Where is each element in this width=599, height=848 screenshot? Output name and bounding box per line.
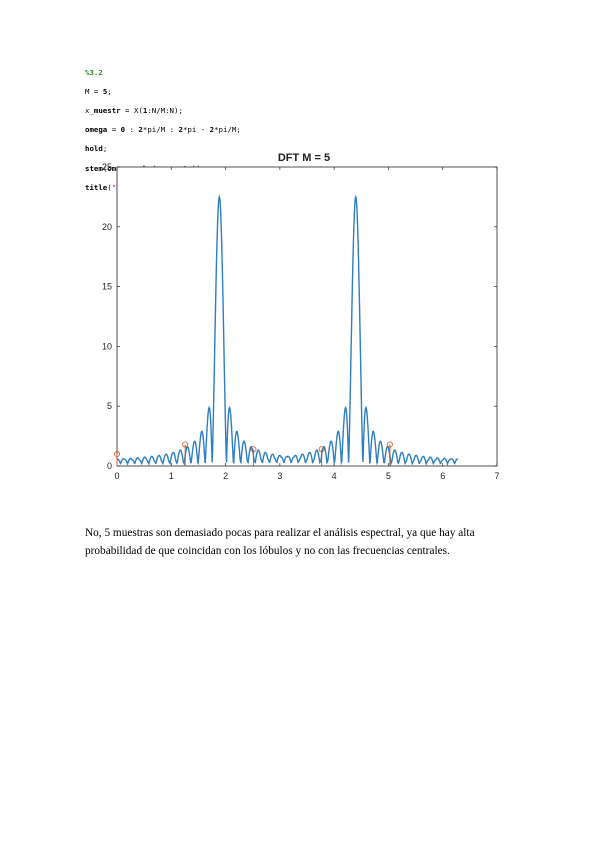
spectrum-line	[116, 194, 459, 466]
y-tick-label: 15	[102, 282, 112, 292]
x-tick-label: 4	[332, 471, 337, 481]
x-tick-label: 1	[169, 471, 174, 481]
x-tick-label: 6	[440, 471, 445, 481]
y-tick-label: 5	[107, 401, 112, 411]
x-tick-label: 2	[223, 471, 228, 481]
code-line-3: omega = 0 : 2*pi/M : 2*pi - 2*pi/M;	[85, 125, 241, 135]
y-tick-label: 10	[102, 341, 112, 351]
chart-title: DFT M = 5	[278, 152, 330, 164]
x-tick-label: 0	[114, 471, 119, 481]
stem-marker	[386, 441, 393, 448]
stem-marker	[318, 446, 325, 453]
answer-line-2: probabilidad de que coincidan con los ló…	[85, 545, 450, 557]
stem-marker	[182, 441, 189, 448]
code-line-2: x_muestr = X(1:N/M:N);	[85, 105, 183, 115]
plot-area: 0 1 2 3 4 5 6 7 0 5 10 15 20 25	[102, 162, 500, 481]
x-tick-label: 5	[386, 471, 391, 481]
y-tick-label: 0	[107, 461, 112, 471]
code-line-comment: %3.2	[85, 67, 103, 77]
code-line-4: hold;	[85, 144, 108, 154]
x-tick-label: 3	[277, 471, 282, 481]
answer-line-1: No, 5 muestras son demasiado pocas para …	[85, 527, 475, 539]
answer-paragraph: No, 5 muestras son demasiado pocas para …	[85, 524, 515, 560]
stem-marker	[250, 446, 257, 453]
x-tick-label: 7	[494, 471, 499, 481]
stem-marker	[113, 451, 120, 458]
y-tick-label: 25	[102, 162, 112, 172]
plot-frame	[116, 166, 498, 467]
y-tick-label: 20	[102, 222, 112, 232]
code-line-1: M = 5;	[85, 86, 112, 96]
dft-figure: DFT M = 5 0 1 2 3 4 5 6 7 0 5 10 15 20 25	[102, 152, 500, 481]
